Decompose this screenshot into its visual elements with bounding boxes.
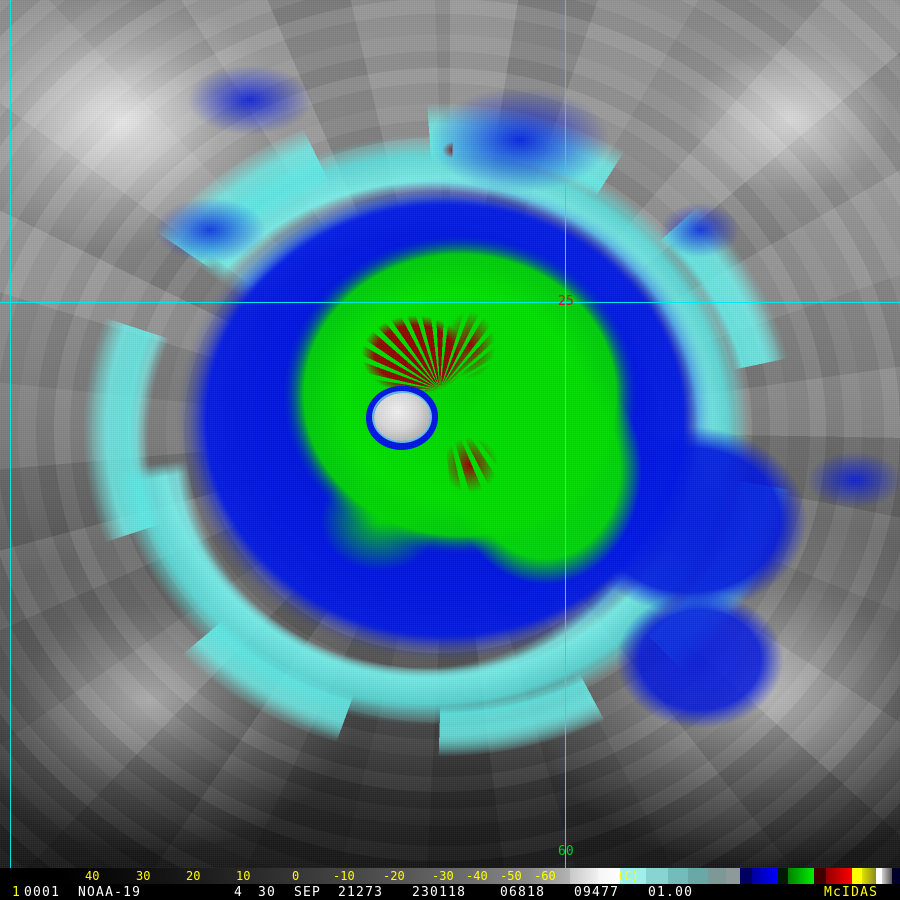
colorbar-segment-3 bbox=[200, 868, 270, 884]
colorbar-segment-26 bbox=[882, 868, 892, 884]
colorbar-segment-7 bbox=[470, 868, 530, 884]
temperature-colorbar[interactable]: 40 30 20 10 0 -10 -20 -30 -40 -50 -60 (C) bbox=[0, 868, 900, 884]
colorbar-segment-27 bbox=[892, 868, 900, 884]
colorbar-segment-19 bbox=[778, 868, 788, 884]
colorbar-segment-20 bbox=[788, 868, 814, 884]
colorbar-segment-16 bbox=[726, 868, 740, 884]
graticule-label-60: 60 bbox=[558, 844, 574, 859]
info-field-5: 21273 bbox=[338, 885, 384, 900]
colorbar-tick-40: 40 bbox=[85, 869, 100, 883]
colorbar-segment-1 bbox=[60, 868, 130, 884]
colorbar-segment-10 bbox=[598, 868, 620, 884]
colorbar-segment-24 bbox=[862, 868, 876, 884]
colorbar-tick-20: 20 bbox=[186, 869, 201, 883]
mcidas-brand-label: McIDAS bbox=[824, 885, 879, 900]
graticule-parallel-0 bbox=[0, 302, 900, 303]
colorbar-tick-neg10: -10 bbox=[333, 869, 355, 883]
colorbar-segment-15 bbox=[708, 868, 726, 884]
colorbar-segment-14 bbox=[688, 868, 708, 884]
colorbar-unit-label: (C) bbox=[617, 869, 639, 883]
colorbar-segment-23 bbox=[852, 868, 862, 884]
colorbar-segment-2 bbox=[130, 868, 200, 884]
colorbar-tick-neg30: -30 bbox=[432, 869, 454, 883]
info-field-3: 30 bbox=[258, 885, 277, 900]
info-field-1: NOAA-19 bbox=[78, 885, 142, 900]
colorbar-segment-11 bbox=[620, 868, 646, 884]
colorbar-tick-neg60: -60 bbox=[534, 869, 556, 883]
colorbar-segment-18 bbox=[752, 868, 778, 884]
colorbar-segment-22 bbox=[826, 868, 852, 884]
graticule-meridian-0 bbox=[10, 0, 11, 868]
frame-number-label: 1 bbox=[12, 885, 22, 900]
colorbar-tick-neg40: -40 bbox=[466, 869, 488, 883]
info-field-8: 09477 bbox=[574, 885, 620, 900]
colorbar-segment-5 bbox=[340, 868, 410, 884]
colorbar-tick-neg50: -50 bbox=[500, 869, 522, 883]
graticule-label-25: 25 bbox=[558, 294, 574, 309]
satellite-image-canvas[interactable]: 25 60 bbox=[0, 0, 900, 868]
colorbar-segment-9 bbox=[570, 868, 598, 884]
colorbar-tick-10: 10 bbox=[236, 869, 251, 883]
info-field-6: 230118 bbox=[412, 885, 467, 900]
colorbar-segment-17 bbox=[740, 868, 752, 884]
graticule-meridian-1 bbox=[565, 0, 566, 868]
colorbar-segment-21 bbox=[814, 868, 826, 884]
colorbar-segment-4 bbox=[270, 868, 340, 884]
bottom-annotation-strip: 40 30 20 10 0 -10 -20 -30 -40 -50 -60 (C) 1 0001 NO… bbox=[0, 868, 900, 900]
info-field-2: 4 bbox=[234, 885, 244, 900]
colorbar-segment-13 bbox=[668, 868, 688, 884]
colorbar-tick-30: 30 bbox=[136, 869, 151, 883]
colorbar-segment-6 bbox=[410, 868, 470, 884]
info-field-9: 01.00 bbox=[648, 885, 694, 900]
colorbar-segment-12 bbox=[646, 868, 668, 884]
image-info-line: 1 0001 NOAA-19 4 30 SEP 21273 230118 06818 09477… bbox=[0, 884, 900, 900]
cyclone-eye bbox=[374, 393, 430, 441]
colorbar-tick-neg20: -20 bbox=[383, 869, 405, 883]
colorbar-segment-8 bbox=[530, 868, 570, 884]
red-overshooting-tops-layer bbox=[0, 0, 900, 868]
colorbar-segment-25 bbox=[876, 868, 882, 884]
colorbar-tick-0: 0 bbox=[292, 869, 300, 883]
info-field-7: 06818 bbox=[500, 885, 546, 900]
colorbar-segment-0 bbox=[0, 868, 60, 884]
info-field-4: SEP bbox=[294, 885, 322, 900]
info-field-0: 0001 bbox=[24, 885, 61, 900]
pixel-grain-layer bbox=[0, 0, 900, 868]
